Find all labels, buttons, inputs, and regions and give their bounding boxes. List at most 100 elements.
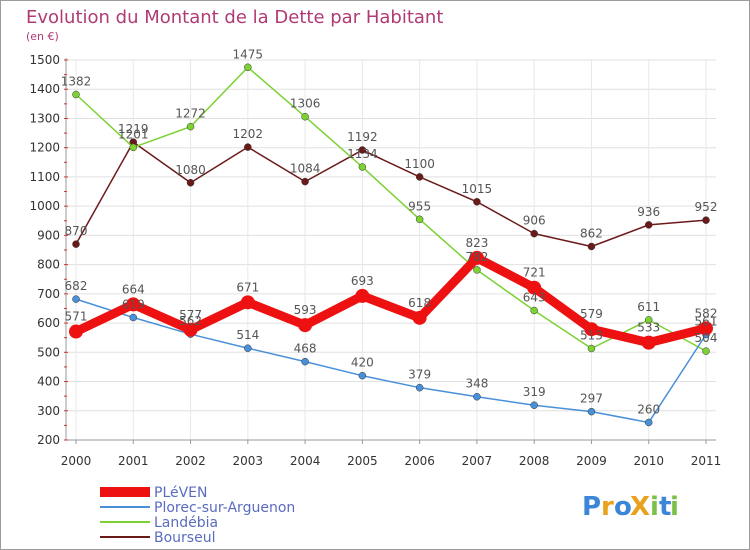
- y-tick-label: 1300: [29, 111, 60, 125]
- data-point-plorec-sur-arguenon: [244, 344, 252, 352]
- data-point-plorec-sur-arguenon: [358, 371, 367, 380]
- data-label-land-bia: 611: [637, 300, 660, 314]
- data-point-pl-ven: [412, 310, 427, 325]
- data-point-land-bia: [358, 163, 367, 171]
- data-label-plorec-sur-arguenon: 379: [408, 368, 431, 382]
- y-tick-label: 400: [37, 375, 60, 389]
- data-label-plorec-sur-arguenon: 319: [523, 385, 546, 399]
- series-line-bourseul: [75, 141, 707, 248]
- data-point-plorec-sur-arguenon: [530, 401, 538, 409]
- brand-letter: i: [670, 492, 679, 522]
- data-point-land-bia: [644, 316, 653, 324]
- data-label-bourseul: 1100: [404, 157, 435, 171]
- data-label-bourseul: 870: [65, 224, 88, 238]
- y-tick-label: 900: [37, 228, 60, 242]
- data-point-land-bia: [473, 266, 481, 274]
- data-label-pl-ven: 577: [179, 308, 202, 322]
- data-label-bourseul: 952: [695, 200, 718, 214]
- data-point-land-bia: [415, 215, 424, 224]
- series-line-pl-ven: [71, 253, 711, 348]
- x-tick-label: 2010: [633, 454, 664, 468]
- data-point-land-bia: [587, 344, 596, 353]
- chart-title: Evolution du Montant de la Dette par Hab…: [26, 7, 443, 28]
- data-point-bourseul: [72, 240, 80, 248]
- x-tick-label: 2007: [462, 454, 493, 468]
- y-tick-label: 700: [37, 287, 60, 301]
- x-tick-label: 2004: [290, 454, 321, 468]
- data-label-pl-ven: 671: [236, 280, 259, 294]
- legend-label-pl-ven: PLéVEN: [154, 485, 208, 501]
- data-label-pl-ven: 593: [294, 303, 317, 317]
- data-label-bourseul: 936: [637, 205, 660, 219]
- data-point-bourseul: [644, 221, 653, 229]
- data-point-plorec-sur-arguenon: [587, 407, 596, 416]
- y-tick-label: 1100: [29, 170, 60, 184]
- data-label-plorec-sur-arguenon: 514: [236, 328, 259, 342]
- data-point-bourseul: [530, 229, 538, 238]
- legend-label-plorec-sur-arguenon: Plorec-sur-Arguenon: [154, 500, 295, 516]
- data-point-pl-ven: [355, 288, 370, 303]
- data-point-plorec-sur-arguenon: [415, 383, 424, 392]
- legend-swatch-plorec-sur-arguenon: [100, 506, 150, 508]
- data-label-bourseul: 1015: [462, 182, 493, 196]
- data-label-pl-ven: 571: [65, 310, 88, 324]
- data-point-pl-ven: [699, 321, 713, 336]
- data-point-pl-ven: [240, 295, 255, 310]
- data-point-bourseul: [186, 179, 195, 187]
- brand-letter: r: [601, 492, 614, 522]
- x-tick-label: 2008: [519, 454, 550, 468]
- y-tick-label: 1500: [29, 53, 60, 67]
- data-label-land-bia: 955: [408, 199, 431, 213]
- grid: [66, 59, 716, 441]
- x-tick-label: 2006: [404, 454, 435, 468]
- data-point-plorec-sur-arguenon: [644, 418, 653, 427]
- data-label-plorec-sur-arguenon: 468: [294, 342, 317, 356]
- data-point-bourseul: [358, 146, 367, 154]
- data-label-bourseul: 862: [580, 226, 603, 240]
- legend-swatch-bourseul: [100, 536, 150, 538]
- data-point-pl-ven: [584, 322, 599, 337]
- data-label-bourseul: 1192: [347, 130, 378, 144]
- data-label-land-bia: 643: [523, 291, 546, 305]
- data-label-plorec-sur-arguenon: 420: [351, 356, 374, 370]
- data-label-pl-ven: 582: [695, 306, 718, 320]
- data-label-plorec-sur-arguenon: 619: [122, 298, 145, 312]
- data-point-plorec-sur-arguenon: [301, 357, 309, 366]
- brand-letter: X: [630, 492, 650, 522]
- legend-swatch-pl-ven: [100, 487, 150, 497]
- data-label-plorec-sur-arguenon: 260: [637, 402, 660, 416]
- brand-letter: t: [659, 492, 671, 522]
- x-tick-label: 2003: [233, 454, 264, 468]
- data-point-plorec-sur-arguenon: [72, 295, 80, 303]
- data-point-land-bia: [72, 90, 80, 99]
- data-point-bourseul: [244, 143, 252, 151]
- data-point-land-bia: [301, 112, 309, 121]
- data-label-bourseul: 906: [523, 214, 546, 228]
- data-label-pl-ven: 664: [122, 282, 145, 296]
- legend-label-land-bia: Landébia: [154, 515, 218, 531]
- data-label-pl-ven: 533: [637, 321, 660, 335]
- series-line-land-bia: [75, 66, 707, 352]
- legend: PLéVENPlorec-sur-ArguenonLandébiaBourseu…: [100, 485, 295, 546]
- data-label-plorec-sur-arguenon: 561: [695, 314, 718, 328]
- x-tick-label: 2009: [576, 454, 607, 468]
- data-point-land-bia: [530, 306, 538, 315]
- plot-area: [66, 60, 716, 440]
- axes: 200 300 400 500 600 700 800 900 1000 1100 1200 1300…: [29, 53, 721, 468]
- y-tick-label: 1000: [29, 199, 60, 213]
- x-tick-label: 2002: [175, 454, 206, 468]
- series-line-plorec-sur-arguenon: [75, 298, 707, 424]
- data-label-land-bia: 1272: [175, 107, 206, 121]
- y-tick-label: 600: [37, 316, 60, 330]
- legend-label-bourseul: Bourseul: [154, 530, 215, 546]
- data-label-land-bia: 782: [465, 250, 488, 264]
- x-tick-label: 2005: [347, 454, 378, 468]
- data-point-plorec-sur-arguenon: [129, 313, 138, 322]
- data-point-bourseul: [301, 177, 309, 186]
- data-label-plorec-sur-arguenon: 348: [465, 377, 488, 391]
- data-point-land-bia: [129, 143, 138, 152]
- data-point-land-bia: [244, 63, 252, 72]
- data-label-pl-ven: 693: [351, 274, 374, 288]
